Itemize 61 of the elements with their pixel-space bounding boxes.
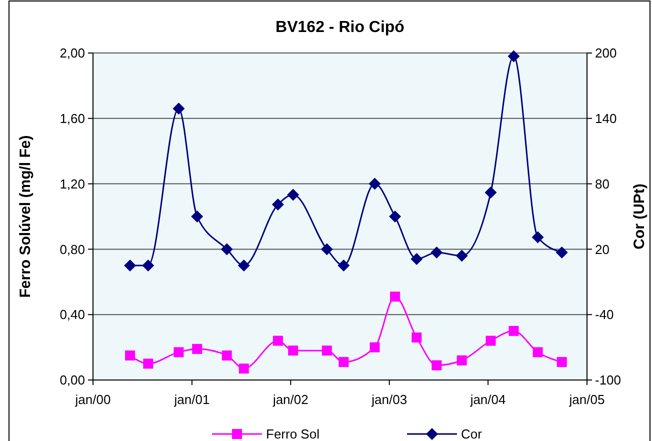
point: [287, 188, 300, 201]
y2-tick-label: -40: [595, 307, 614, 322]
x-tick-label: jan/00: [74, 392, 111, 407]
y-tick-label: 1,60: [60, 110, 85, 126]
x-tick-label: jan/01: [173, 392, 210, 407]
chart-title: BV162 - Rio Cipó: [276, 19, 405, 36]
y-tick-label: 1,20: [60, 176, 85, 192]
point: [486, 336, 496, 346]
y-tick-label: 0,00: [60, 372, 85, 388]
point: [532, 347, 543, 358]
point: [142, 260, 154, 272]
point: [532, 231, 544, 244]
point: [222, 350, 232, 360]
point: [456, 355, 467, 366]
point: [172, 102, 185, 115]
y2-tick-label: 140: [595, 110, 617, 126]
legend-label: Cor: [461, 426, 483, 441]
y-tick-label: 0,40: [60, 307, 85, 322]
point: [368, 178, 381, 190]
point: [238, 260, 250, 272]
point: [320, 243, 333, 256]
point: [484, 186, 497, 199]
point: [124, 260, 136, 272]
y2-tick-label: 20: [595, 242, 610, 257]
point: [191, 210, 204, 222]
point: [456, 250, 468, 262]
point: [192, 344, 202, 354]
point: [432, 360, 442, 370]
point: [389, 210, 402, 222]
point: [556, 246, 568, 258]
point: [390, 292, 400, 302]
point: [556, 357, 567, 368]
x-tick-label: jan/02: [272, 392, 308, 407]
x-tick-label: jan/05: [568, 392, 605, 407]
point: [370, 342, 380, 352]
point: [338, 260, 350, 272]
point: [272, 336, 283, 346]
point: [220, 243, 233, 256]
y2-tick-label: 200: [595, 46, 617, 61]
point: [143, 358, 154, 369]
point: [238, 364, 249, 374]
point: [412, 332, 422, 342]
x-tick-label: jan/03: [370, 392, 408, 407]
point: [174, 347, 184, 358]
point: [272, 198, 284, 211]
point: [125, 350, 136, 360]
point: [288, 346, 298, 356]
y2-axis-title: Cor (UPt): [631, 184, 648, 250]
point: [430, 246, 443, 258]
y-axis-title: Ferro Solúvel (mg/l Fe): [17, 135, 34, 298]
point: [508, 326, 519, 336]
y-tick-label: 2,00: [60, 46, 85, 61]
y2-tick-label: 80: [595, 176, 610, 192]
y-tick-label: 0,80: [60, 242, 85, 257]
x-tick-label: jan/04: [469, 392, 506, 407]
y2-tick-label: -100: [595, 372, 622, 388]
point: [322, 346, 332, 356]
point: [508, 50, 520, 62]
point: [410, 253, 423, 266]
legend-label: Ferro Sol: [266, 426, 320, 441]
point: [338, 357, 349, 368]
